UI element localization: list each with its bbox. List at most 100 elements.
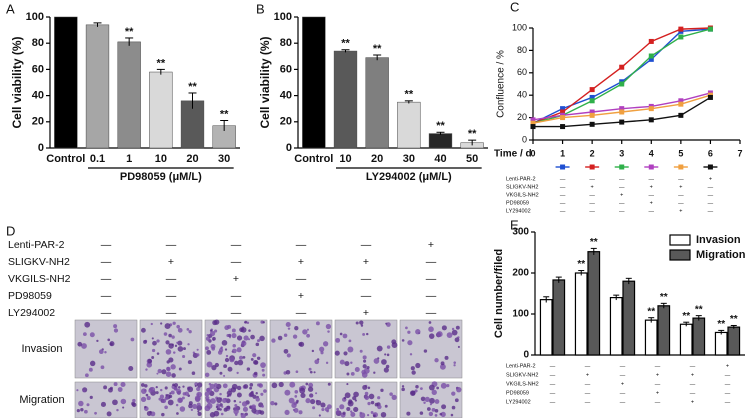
micrograph-cell [367,401,371,406]
micrograph [74,319,138,379]
micrograph-cell [385,364,390,369]
micrograph-cell [277,335,283,341]
micrograph-cell [234,404,238,408]
micrograph-cell [401,339,405,342]
point [619,106,625,112]
treatment-sign: — [655,399,661,405]
micrograph-cell [145,393,149,397]
micrograph-cell [294,395,298,398]
micrograph-cell [178,397,183,403]
treatment-label: PD98059 [8,290,52,302]
micrograph-cell [155,386,158,389]
micrograph-cell [86,403,90,407]
point [648,53,654,59]
micrograph-cell [377,396,381,400]
micrograph-cell [227,366,233,372]
y-tick-label: 60 [280,63,292,75]
micrograph-cell [348,339,352,343]
micrograph-cell [368,393,375,400]
bar [692,317,706,356]
treatment-sign: — [649,192,655,198]
micrograph-cell [436,331,443,338]
micrograph-cell [439,412,443,416]
y-tick-label: 60 [517,67,527,77]
micrograph-cell [456,386,462,393]
micrograph-cell [347,346,354,353]
micrograph-cell [384,353,387,356]
micrograph-cell [350,410,353,413]
micrograph-cell [230,387,237,393]
micrograph-cell [113,328,119,333]
treatment-label: PD98059 [506,390,529,396]
micrograph-cell [229,357,235,363]
treatment-sign: — [619,200,625,206]
x-tick-label: 0.1 [90,153,105,165]
micrograph-cell [213,383,218,388]
y-tick-label: 0 [523,350,529,361]
treatment-sign: — [690,363,696,369]
point [707,26,713,32]
micrograph-cell [362,332,366,336]
point [560,124,566,130]
micrograph-cell [415,362,421,369]
micrograph-cell [450,413,454,417]
micrograph-cell [165,371,172,377]
micrograph-cell [248,329,251,332]
micrograph-cell [239,401,242,404]
micrograph-cell [334,350,340,356]
micrograph-cell [454,398,459,403]
micrograph-cell [354,399,357,402]
micrograph-cell [353,391,359,398]
micrograph-cell [386,353,390,357]
micrograph-cell [236,335,243,341]
treatment-label: SLIGKV-NH2 [506,184,538,190]
micrograph-cell [451,391,456,396]
micrograph-cell [171,335,175,339]
micrograph-cell [113,382,118,387]
treatment-sign: — [678,192,684,198]
micrograph-cell [177,346,184,352]
micrograph-cell [130,337,135,342]
panel-letter: B [256,1,265,16]
micrograph-cell [170,364,176,370]
micrograph-cell [306,333,310,338]
x-tick-label: Control [46,153,85,165]
micrograph-cell [94,411,97,415]
treatment-label: SLIGKV-NH2 [8,256,70,268]
micrograph-cell [192,403,198,410]
micrograph-cell [249,386,253,390]
micrograph-cell [451,405,456,410]
treatment-sign: — [296,273,307,285]
micrograph-cell [177,340,183,346]
x-tick-label: 50 [466,153,478,165]
micrograph-cell [249,391,255,397]
legend-marker [619,164,625,170]
micrograph-cell [226,395,229,398]
treatment-sign: — [678,176,684,182]
micrograph-cell [300,392,306,399]
treatment-sign: — [296,307,307,319]
micrograph-cell [143,339,147,344]
y-tick-label: 100 [512,309,529,320]
micrograph-cell [107,338,111,342]
treatment-sign: — [708,184,714,190]
micrograph-cell [168,343,174,349]
y-tick-label: 100 [274,11,292,23]
micrograph-cell [165,349,172,355]
micrograph-cell [261,405,264,408]
micrograph-cell [285,321,291,328]
significance-label: ** [717,319,725,330]
micrograph-cell [196,386,201,392]
significance-label: ** [125,26,134,38]
micrograph-cell [311,349,315,353]
micrograph-cell [353,406,359,413]
treatment-sign: — [649,176,655,182]
bar [428,133,453,149]
micrograph-cell [251,405,256,410]
point [678,101,684,107]
treatment-sign: — [361,290,372,302]
treatment-sign: — [426,273,437,285]
x-tick-label: 0 [530,148,535,158]
micrograph-cell [226,334,230,338]
micrograph-cell [359,349,363,353]
